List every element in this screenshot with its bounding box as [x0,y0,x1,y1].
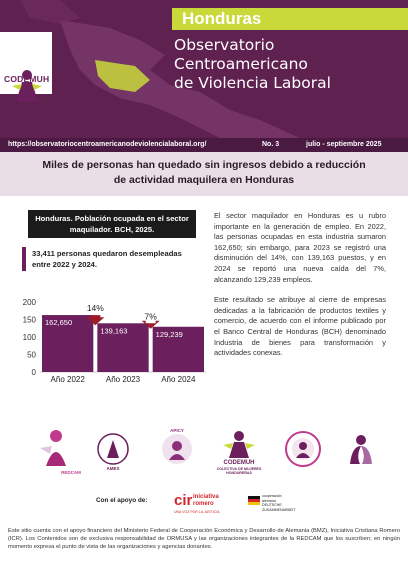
codemuh-logo-text: CODEMUH [4,74,50,84]
y-tick-label: 100 [23,333,37,342]
bar-value-label: 129,239 [156,330,183,339]
bar-1 [42,315,94,372]
url-bar: https://observatoriocentroamericanodevio… [0,138,408,152]
x-category-label: Año 2024 [161,375,196,384]
y-tick-label: 50 [27,351,36,360]
observatory-title: Observatorio Centroamericano de Violenci… [174,36,404,93]
chart-title: Honduras. Población ocupada en el sector… [28,210,196,238]
ger-line3: DEUTSCHE ZUSAMMENARBEIT [262,503,296,512]
ger-line1: cooperación [262,494,282,498]
codemuh-figure-icon [12,70,42,102]
article-paragraph-1: El sector maquilador en Honduras es u ru… [214,211,386,284]
bar-2 [97,323,149,372]
icr-name: iniciativa romero [193,494,219,507]
ames-logo [96,432,130,466]
apicy-logo-text: APICY [170,428,184,433]
apicy-logo [160,432,194,466]
circular-seal-icon [285,431,321,467]
observatory-title-line1: Observatorio Centroamericano [174,36,308,73]
headline-box [0,152,408,196]
decline-percent-label: 14% [87,303,104,313]
german-cooperation-logo: cooperación alemana DEUTSCHE ZUSAMMENARB… [248,494,304,516]
redcam-logo [38,428,74,468]
partner-logos: REDCAM AMES APICY CODEMUH COLECTIVA DE M… [0,400,408,490]
decline-percent-label: 7% [145,311,158,321]
bar-value-label: 162,650 [45,318,72,327]
x-category-label: Año 2022 [51,375,86,384]
purple-partner-logo [346,434,376,466]
bar-value-label: 139,163 [100,326,127,335]
headline: Miles de personas han quedado sin ingres… [42,159,366,186]
codemuh-partner-text: CODEMUH [223,460,255,466]
codemuh-partner-logo [222,430,256,458]
codemuh-logo [0,32,52,102]
bar-3 [152,326,204,372]
codemuh-partner-subtext: COLECTIVA DE MUJERES HONDUREÑAS [216,467,262,475]
redcam-figure-icon [40,430,66,466]
ames-emblem-icon [97,433,129,465]
callout-accent-bar [22,247,26,271]
unemployment-callout: 33,411 personas quedaron desempleadas en… [32,249,182,269]
icr-tagline: UNA VOZ POR LA JUSTICIA [174,510,220,514]
purple-figure-icon [350,435,372,464]
german-cooperation-text: cooperación alemana DEUTSCHE ZUSAMMENARB… [262,494,304,512]
codemuh-partner-icon [223,431,255,458]
site-url-link[interactable]: https://observatoriocentroamericanodevio… [8,141,207,148]
decline-arrow-icon [141,320,160,329]
y-tick-label: 0 [32,368,37,377]
funding-disclaimer: Este sitio cuenta con el apoyo financier… [8,528,400,550]
country-band [172,8,408,30]
article-paragraph-2: Este resultado se atribuye al cierre de … [214,295,386,358]
y-tick-label: 150 [23,316,37,325]
employment-bar-chart: 0 50 100 150 200 162,650 Año 2022 139,163 Año 20… [23,298,206,384]
decline-arrow-icon [86,315,105,326]
central-america-map-graphic [20,0,300,138]
icr-mark: cir [174,492,193,509]
issue-period: julio - septiembre 2025 [306,141,382,148]
ames-logo-text: AMES [106,466,120,471]
issue-number: No. 3 [262,141,280,148]
apicy-emblem-icon [162,434,192,464]
x-category-label: Año 2023 [106,375,141,384]
observatory-title-line2: de Violencia Laboral [174,74,331,92]
iniciativa-romero-logo: cir iniciativa romero UNA VOZ POR LA JUS… [174,492,236,516]
redcam-logo-text: REDCAM [61,470,81,475]
header-banner: CODEMUH Honduras Observatorio Centroamer… [0,0,408,138]
ger-line2: alemana [262,498,276,503]
german-flag-icon [248,496,260,505]
y-tick-label: 200 [23,298,37,307]
support-label: Con el apoyo de: [96,497,148,504]
circular-partner-logo [284,430,322,468]
country-title: Honduras [182,9,262,28]
article-body: El sector maquilador en Honduras es u ru… [214,211,386,369]
